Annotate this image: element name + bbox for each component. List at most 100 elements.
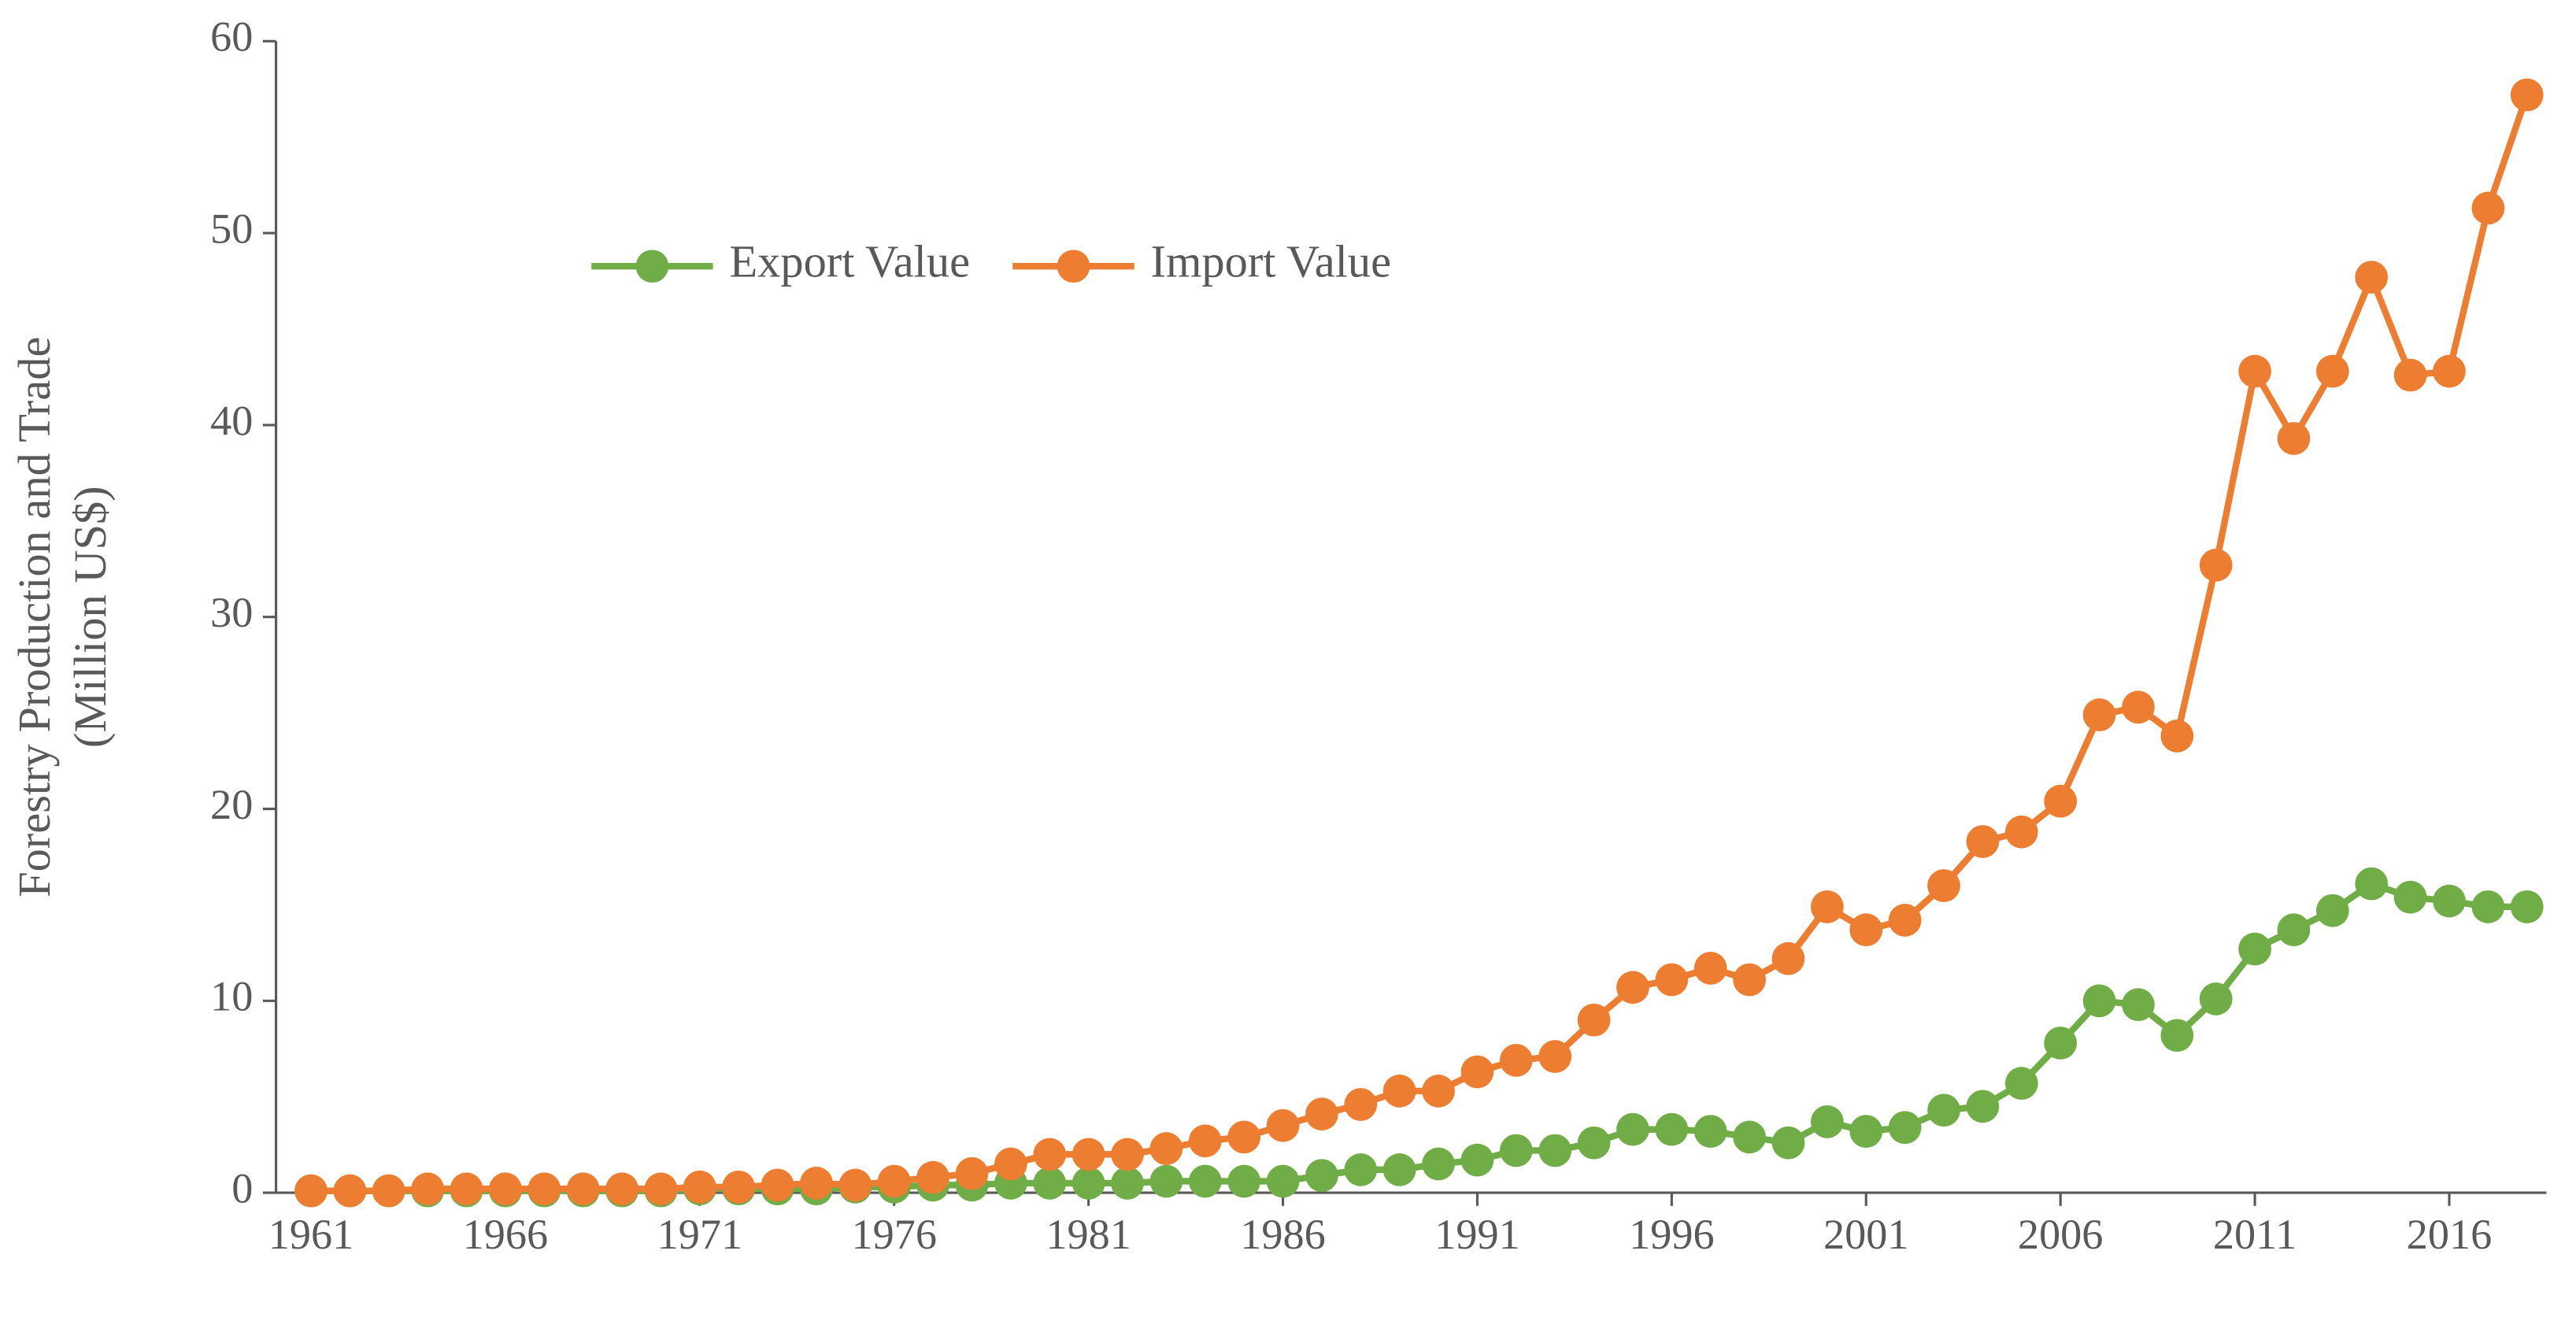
data-point bbox=[1460, 1055, 1494, 1089]
data-point bbox=[1577, 1003, 1611, 1037]
data-point bbox=[1188, 1164, 1222, 1198]
legend-label: Import Value bbox=[1151, 236, 1392, 287]
data-point bbox=[1927, 869, 1960, 902]
data-point bbox=[722, 1170, 756, 1204]
data-point bbox=[2277, 422, 2311, 455]
x-tick-label: 1996 bbox=[1629, 1211, 1715, 1258]
data-point bbox=[1266, 1164, 1300, 1198]
data-point bbox=[1499, 1134, 1533, 1167]
y-tick-label: 40 bbox=[210, 397, 253, 444]
data-point bbox=[1033, 1138, 1067, 1171]
data-point bbox=[2393, 358, 2427, 392]
x-tick-label: 1961 bbox=[268, 1211, 354, 1258]
data-point bbox=[372, 1174, 405, 1208]
x-tick-label: 1966 bbox=[463, 1211, 549, 1258]
data-point bbox=[1849, 913, 1883, 946]
data-point bbox=[2122, 988, 2155, 1022]
data-point bbox=[1927, 1093, 1960, 1127]
data-point bbox=[1811, 1105, 1844, 1138]
y-tick-label: 50 bbox=[210, 205, 253, 253]
x-tick-label: 2001 bbox=[1823, 1211, 1909, 1258]
data-point bbox=[566, 1172, 600, 1206]
data-point bbox=[1188, 1124, 1222, 1158]
data-point bbox=[1382, 1153, 1416, 1186]
data-point bbox=[1071, 1138, 1105, 1171]
data-point bbox=[527, 1172, 561, 1206]
data-point bbox=[1382, 1075, 1416, 1108]
data-point bbox=[411, 1172, 445, 1206]
legend-marker bbox=[635, 250, 669, 283]
data-point bbox=[2082, 984, 2116, 1018]
data-point bbox=[800, 1167, 833, 1200]
data-point bbox=[2315, 894, 2349, 927]
x-tick-label: 2011 bbox=[2213, 1211, 2297, 1258]
y-tick-label: 0 bbox=[231, 1165, 253, 1212]
series-line bbox=[311, 879, 2527, 1194]
data-point bbox=[2199, 549, 2233, 582]
data-point bbox=[1149, 1164, 1183, 1198]
data-point bbox=[2199, 982, 2233, 1016]
data-point bbox=[761, 1168, 794, 1202]
x-tick-label: 2006 bbox=[2018, 1211, 2104, 1258]
data-point bbox=[2082, 698, 2116, 731]
x-tick-label: 1971 bbox=[657, 1211, 743, 1258]
data-point bbox=[1305, 1159, 1338, 1193]
data-point bbox=[1849, 1115, 1883, 1148]
y-tick-label: 20 bbox=[210, 781, 253, 828]
x-tick-label: 2016 bbox=[2407, 1211, 2493, 1258]
data-point bbox=[1771, 942, 1805, 975]
data-point bbox=[2004, 1067, 2038, 1101]
data-point bbox=[2510, 78, 2544, 112]
data-point bbox=[2315, 354, 2349, 388]
data-point bbox=[1344, 1153, 1378, 1186]
data-point bbox=[2433, 884, 2466, 918]
data-point bbox=[1655, 1112, 1689, 1146]
data-point bbox=[2238, 932, 2271, 966]
data-point bbox=[1499, 1044, 1533, 1077]
data-point bbox=[605, 1172, 638, 1206]
data-point bbox=[1693, 951, 1727, 985]
data-point bbox=[1888, 1111, 1922, 1145]
data-point bbox=[333, 1174, 367, 1208]
data-point bbox=[1616, 1112, 1649, 1146]
data-point bbox=[1616, 971, 1649, 1005]
data-point bbox=[1771, 1126, 1805, 1160]
data-point bbox=[2471, 890, 2505, 923]
data-point bbox=[1033, 1167, 1067, 1200]
data-point bbox=[1305, 1097, 1338, 1131]
data-point bbox=[683, 1170, 716, 1204]
x-tick-label: 1981 bbox=[1046, 1211, 1131, 1258]
data-point bbox=[450, 1172, 483, 1206]
data-point bbox=[2044, 1027, 2078, 1060]
legend-label: Export Value bbox=[730, 236, 971, 287]
x-tick-label: 1986 bbox=[1240, 1211, 1326, 1258]
data-point bbox=[1422, 1075, 1455, 1108]
data-point bbox=[1693, 1115, 1727, 1148]
data-point bbox=[294, 1174, 328, 1208]
data-point bbox=[2160, 719, 2194, 753]
data-point bbox=[1577, 1126, 1611, 1160]
data-point bbox=[1111, 1167, 1144, 1200]
x-tick-label: 1976 bbox=[851, 1211, 937, 1258]
data-point bbox=[1111, 1138, 1144, 1171]
data-point bbox=[2004, 815, 2038, 849]
legend-marker bbox=[1057, 250, 1090, 283]
x-tick-label: 1991 bbox=[1434, 1211, 1520, 1258]
data-point bbox=[2122, 690, 2155, 724]
data-point bbox=[2238, 354, 2271, 388]
y-axis-label-line: Forestry Production and Trade bbox=[9, 337, 60, 897]
data-point bbox=[916, 1160, 949, 1194]
data-point bbox=[1344, 1088, 1378, 1121]
data-point bbox=[2277, 913, 2311, 946]
data-point bbox=[1227, 1164, 1261, 1198]
series-line bbox=[311, 94, 2530, 1194]
data-point bbox=[2393, 880, 2427, 914]
data-point bbox=[1538, 1134, 1572, 1167]
data-point bbox=[1149, 1132, 1183, 1165]
data-point bbox=[1266, 1108, 1300, 1142]
data-point bbox=[838, 1168, 872, 1202]
data-point bbox=[2044, 784, 2078, 818]
data-point bbox=[1733, 1120, 1766, 1154]
data-point bbox=[1538, 1040, 1572, 1073]
data-point bbox=[1966, 825, 2000, 858]
